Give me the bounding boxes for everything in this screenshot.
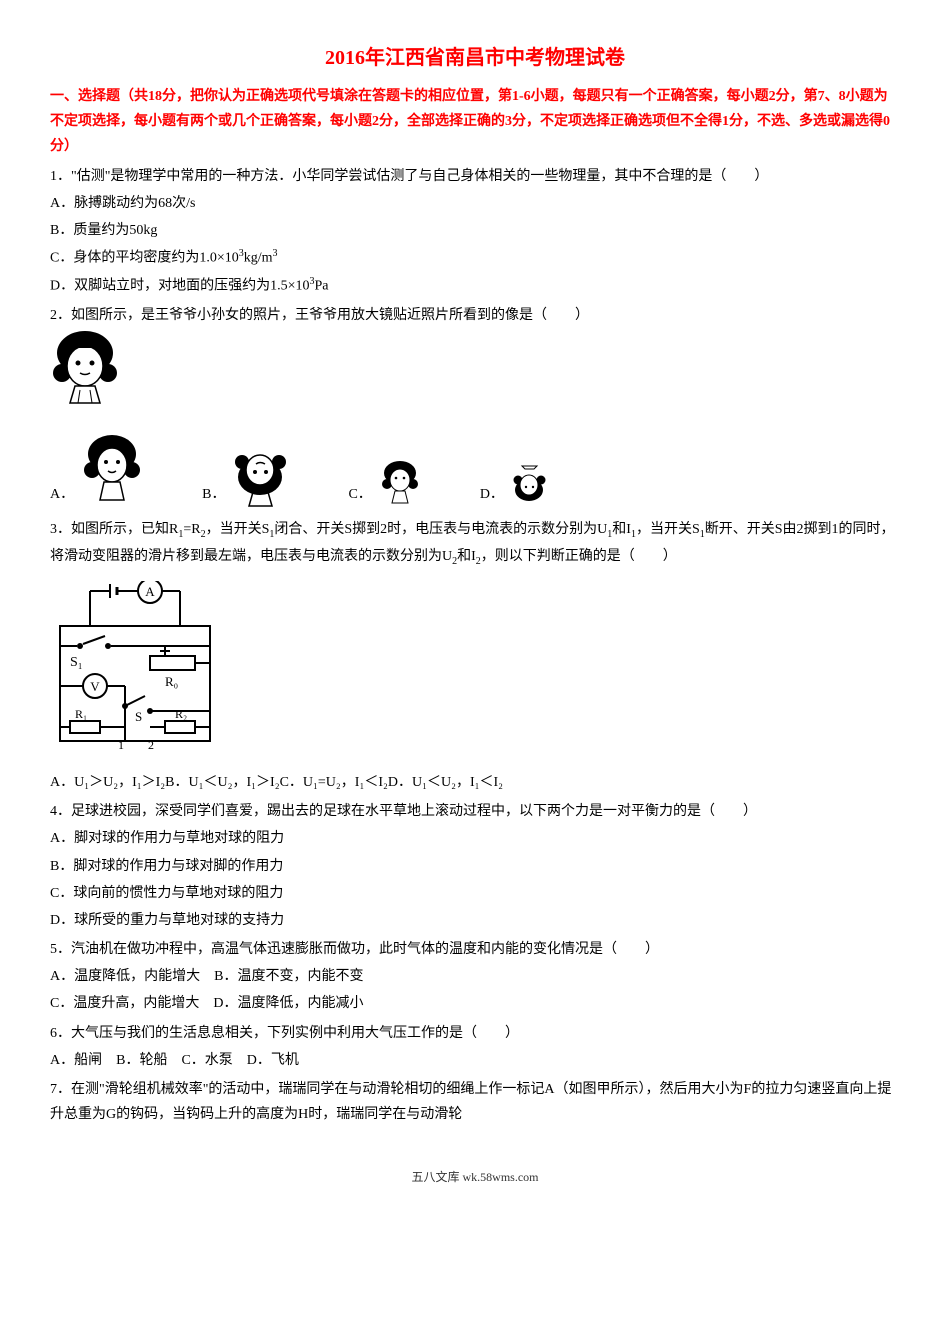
page-footer: 五八文库 wk.58wms.com: [50, 1167, 900, 1189]
q7-stem: 7．在测"滑轮组机械效率"的活动中，瑞瑞同学在与动滑轮相切的细绳上作一标记A（如…: [50, 1077, 900, 1127]
question-2: 2．如图所示，是王爷爷小孙女的照片，王爷爷用放大镜贴近照片所看到的像是（ ） A…: [50, 303, 900, 507]
q4-opt-b: B．脚对球的作用力与球对脚的作用力: [50, 854, 900, 879]
q2-stem: 2．如图所示，是王爷爷小孙女的照片，王爷爷用放大镜贴近照片所看到的像是（ ）: [50, 303, 900, 328]
r0-label: R₀: [165, 674, 178, 689]
s-label: S: [135, 709, 142, 724]
q4-opt-a: A．脚对球的作用力与草地对球的阻力: [50, 826, 900, 851]
q5-opt-ab: A．温度降低，内能增大 B．温度不变，内能不变: [50, 964, 900, 989]
question-5: 5．汽油机在做功冲程中，高温气体迅速膨胀而做功，此时气体的温度和内能的变化情况是…: [50, 937, 900, 1017]
terminal-2: 2: [148, 738, 154, 751]
q6-opts: A．船闸 B．轮船 C．水泵 D．飞机: [50, 1048, 900, 1073]
girl-image-b: [233, 442, 288, 507]
girl-image-d: [512, 465, 547, 507]
girl-image-c: [380, 459, 420, 507]
section-1-header: 一、选择题（共18分，把你认为正确选项代号填涂在答题卡的相应位置，第1-6小题，…: [50, 84, 900, 160]
q3-options: A．U₁＞U₂，I₁＞I₂B．U₁＜U₂，I₁＞I₂C．U₁=U₂，I₁＜I₂D…: [50, 770, 900, 795]
q6-stem: 6．大气压与我们的生活息息相关，下列实例中利用大气压工作的是（ ）: [50, 1021, 900, 1046]
q1-stem: 1．"估测"是物理学中常用的一种方法．小华同学尝试估测了与自己身体相关的一些物理…: [50, 164, 900, 189]
q3-circuit-diagram: A S₁ R₀ V S R₂: [50, 581, 900, 760]
q2-main-image: [50, 328, 120, 422]
q5-stem: 5．汽油机在做功冲程中，高温气体迅速膨胀而做功，此时气体的温度和内能的变化情况是…: [50, 937, 900, 962]
question-4: 4．足球进校园，深受同学们喜爱，踢出去的足球在水平草地上滚动过程中，以下两个力是…: [50, 799, 900, 933]
q1-opt-c: C．身体的平均密度约为1.0×103kg/m3: [50, 245, 900, 271]
q1-opt-d: D．双脚站立时，对地面的压强约为1.5×103Pa: [50, 273, 900, 299]
q2-options: A． B．: [50, 432, 900, 507]
question-6: 6．大气压与我们的生活息息相关，下列实例中利用大气压工作的是（ ） A．船闸 B…: [50, 1021, 900, 1073]
question-7: 7．在测"滑轮组机械效率"的活动中，瑞瑞同学在与动滑轮相切的细绳上作一标记A（如…: [50, 1077, 900, 1127]
ammeter-label: A: [145, 584, 155, 599]
q2-opt-a: A．: [50, 432, 142, 507]
girl-image-a: [82, 432, 142, 507]
q4-stem: 4．足球进校园，深受同学们喜爱，踢出去的足球在水平草地上滚动过程中，以下两个力是…: [50, 799, 900, 824]
q5-opt-cd: C．温度升高，内能增大 D．温度降低，内能减小: [50, 991, 900, 1016]
question-3: 3．如图所示，已知R1=R2，当开关S1闭合、开关S掷到2时，电压表与电流表的示…: [50, 517, 900, 795]
r1-label: R₁: [75, 707, 87, 721]
s1-label: S₁: [70, 655, 83, 670]
q4-opt-c: C．球向前的惯性力与草地对球的阻力: [50, 881, 900, 906]
q3-stem: 3．如图所示，已知R1=R2，当开关S1闭合、开关S掷到2时，电压表与电流表的示…: [50, 517, 900, 571]
q2-opt-c: C．: [348, 459, 419, 507]
question-1: 1．"估测"是物理学中常用的一种方法．小华同学尝试估测了与自己身体相关的一些物理…: [50, 164, 900, 299]
q1-opt-b: B．质量约为50kg: [50, 218, 900, 243]
r2-label: R₂: [175, 707, 187, 721]
voltmeter-label: V: [90, 679, 100, 694]
q1-opt-a: A．脉搏跳动约为68次/s: [50, 191, 900, 216]
terminal-1: 1: [118, 738, 124, 751]
exam-title: 2016年江西省南昌市中考物理试卷: [50, 40, 900, 76]
q4-opt-d: D．球所受的重力与草地对球的支持力: [50, 908, 900, 933]
q2-opt-d: D．: [480, 465, 547, 507]
q2-opt-b: B．: [202, 442, 288, 507]
